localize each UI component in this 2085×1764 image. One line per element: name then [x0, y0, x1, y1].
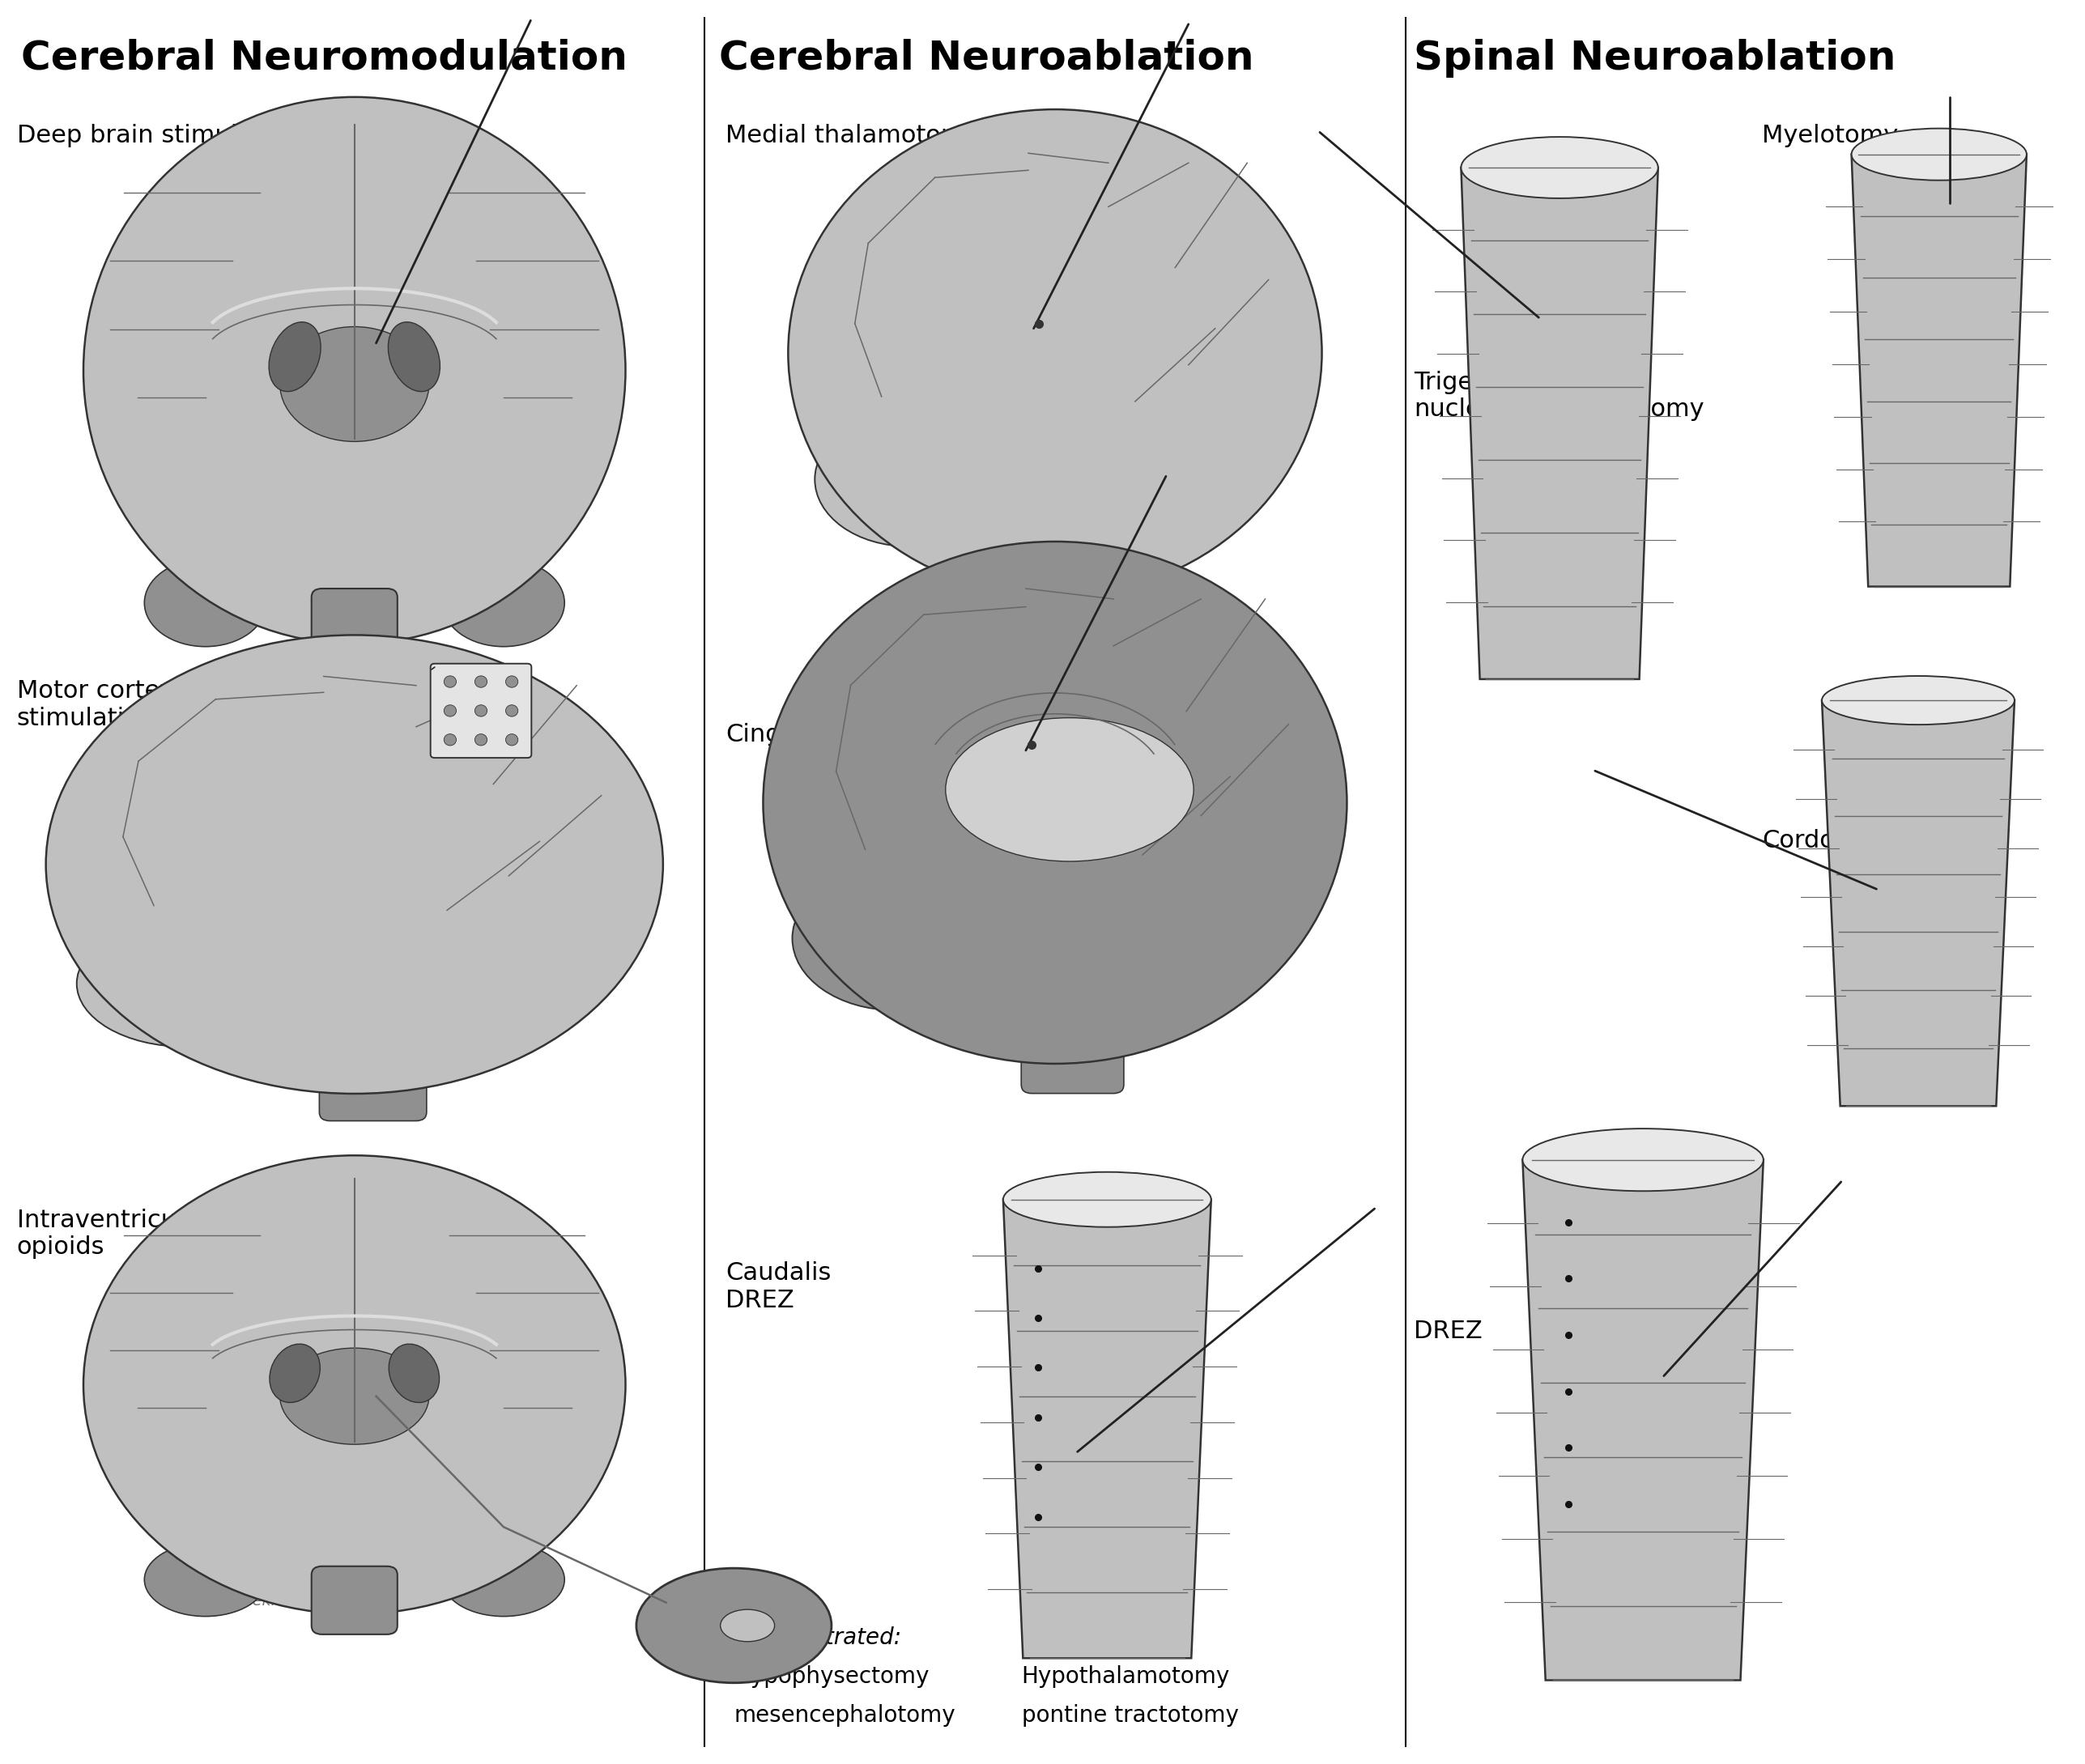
Ellipse shape [507, 706, 517, 716]
Ellipse shape [83, 97, 626, 644]
Ellipse shape [77, 921, 292, 1046]
Text: Cordotomy: Cordotomy [1762, 829, 1897, 852]
Text: Myelotomy: Myelotomy [1762, 123, 1897, 146]
Ellipse shape [144, 559, 267, 647]
Ellipse shape [279, 1348, 430, 1445]
Ellipse shape [947, 718, 1195, 861]
FancyBboxPatch shape [430, 663, 532, 759]
Text: Intraventricular
opioids: Intraventricular opioids [17, 1208, 208, 1259]
Ellipse shape [388, 1344, 440, 1402]
Text: Not illustrated:: Not illustrated: [734, 1626, 901, 1649]
Ellipse shape [475, 734, 488, 746]
Polygon shape [1522, 1161, 1764, 1679]
Text: Trigeminal
nucleotomy-tractotomy: Trigeminal nucleotomy-tractotomy [1414, 370, 1703, 422]
Ellipse shape [444, 706, 457, 716]
Polygon shape [1822, 700, 2014, 1106]
Ellipse shape [279, 326, 430, 441]
FancyBboxPatch shape [319, 1039, 427, 1120]
Text: pontine tractotomy: pontine tractotomy [1022, 1704, 1238, 1727]
Ellipse shape [444, 734, 457, 746]
Ellipse shape [507, 734, 517, 746]
Ellipse shape [475, 676, 488, 688]
Ellipse shape [388, 323, 440, 392]
FancyBboxPatch shape [1022, 1002, 1124, 1094]
Ellipse shape [144, 1544, 267, 1616]
Ellipse shape [442, 559, 565, 647]
Text: Hypophysectomy: Hypophysectomy [734, 1665, 930, 1688]
Ellipse shape [269, 1344, 321, 1402]
Ellipse shape [269, 323, 321, 392]
Ellipse shape [1822, 676, 2014, 725]
Ellipse shape [792, 866, 997, 1011]
Ellipse shape [1851, 129, 2027, 180]
Ellipse shape [83, 1155, 626, 1614]
FancyBboxPatch shape [1024, 538, 1120, 624]
Text: DREZ: DREZ [1414, 1319, 1482, 1342]
Ellipse shape [636, 1568, 832, 1683]
Ellipse shape [1003, 1171, 1211, 1228]
Text: Hypothalamotomy: Hypothalamotomy [1022, 1665, 1230, 1688]
Text: Cerebral Neuroablation: Cerebral Neuroablation [719, 39, 1255, 78]
Ellipse shape [442, 1544, 565, 1616]
Text: Spinal Neuroablation: Spinal Neuroablation [1414, 39, 1895, 78]
Ellipse shape [444, 676, 457, 688]
Text: A.Rekito: A.Rekito [225, 1593, 292, 1609]
Polygon shape [1462, 168, 1658, 679]
Text: Cerebral Neuromodulation: Cerebral Neuromodulation [21, 39, 628, 78]
Ellipse shape [1462, 138, 1658, 198]
Polygon shape [1003, 1200, 1211, 1658]
Text: Cingulotomy: Cingulotomy [726, 723, 882, 746]
Ellipse shape [1522, 1129, 1764, 1191]
Ellipse shape [475, 706, 488, 716]
Text: Motor cortex
stimulation: Motor cortex stimulation [17, 679, 173, 730]
FancyBboxPatch shape [311, 589, 398, 667]
FancyBboxPatch shape [311, 1566, 398, 1633]
Ellipse shape [788, 109, 1322, 596]
Polygon shape [1851, 153, 2027, 586]
Text: Deep brain stimulation: Deep brain stimulation [17, 123, 300, 146]
Ellipse shape [721, 1609, 776, 1642]
Text: mesencephalotomy: mesencephalotomy [734, 1704, 955, 1727]
Text: Medial thalamotomy: Medial thalamotomy [726, 123, 980, 146]
Ellipse shape [507, 676, 517, 688]
Text: Caudalis
DREZ: Caudalis DREZ [726, 1261, 832, 1312]
Ellipse shape [815, 413, 1001, 547]
Ellipse shape [763, 542, 1347, 1064]
Ellipse shape [46, 635, 663, 1094]
